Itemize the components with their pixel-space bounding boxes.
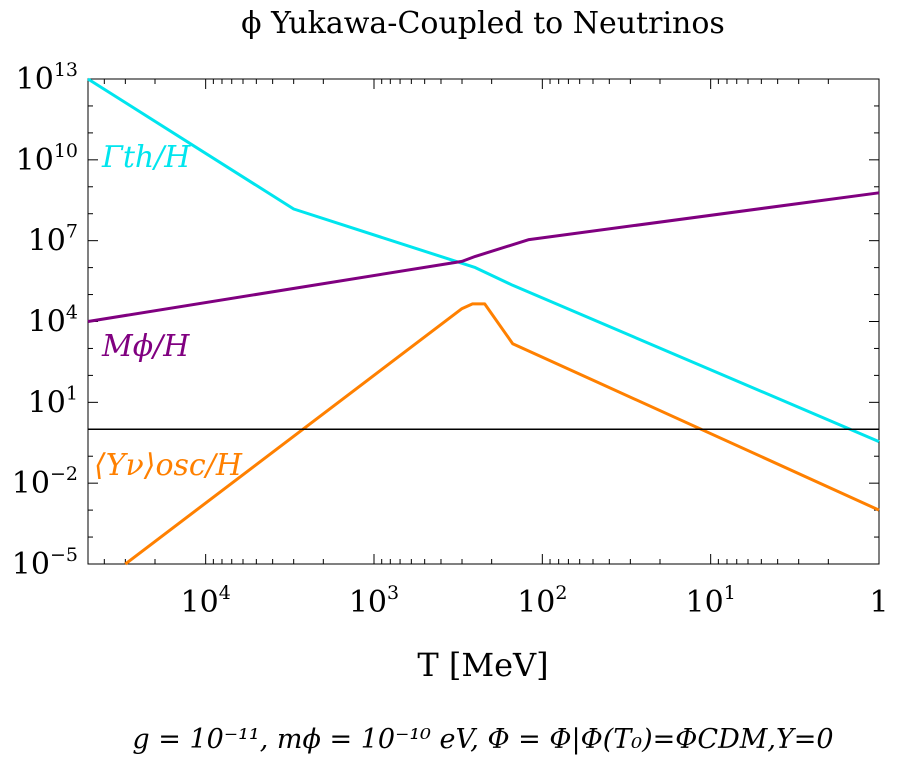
y-tick-label: 1010: [16, 140, 78, 178]
x-tick-label-exp: 3: [387, 582, 399, 604]
ticks: [87, 78, 880, 565]
y-tick-label-base: 10: [12, 547, 50, 582]
y-tick-label-base: 10: [12, 466, 50, 501]
y-tick-label-base: 10: [28, 385, 66, 420]
y-tick-label-base: 10: [16, 143, 54, 178]
y-tick-label: 107: [28, 221, 78, 259]
y-tick-label: 104: [28, 302, 78, 340]
parameter-caption: g = 10⁻¹¹, mϕ = 10⁻¹⁰ eV, Φ = Φ|Φ(T₀)=ΦC…: [132, 724, 833, 755]
x-axis-label: T [MeV]: [417, 646, 548, 684]
x-tick-label: 102: [517, 582, 567, 620]
y-tick-label-exp: −5: [50, 544, 78, 566]
x-tick-label-exp: 4: [219, 582, 231, 604]
x-tick-label-base: 10: [349, 585, 387, 620]
x-tick-label-exp: 1: [724, 582, 736, 604]
y-tick-label: 10−5: [12, 544, 78, 582]
label-upsilon: ⟨Υν⟩osc/H: [94, 448, 243, 483]
plot-frame: [87, 78, 880, 565]
y-tick-label-exp: 10: [54, 140, 78, 162]
x-tick-labels: 104 103 102 101 1: [181, 582, 889, 620]
y-tick-label-base: 10: [28, 305, 66, 340]
x-tick-label-base: 1: [869, 585, 888, 620]
x-tick-label-exp: 2: [555, 582, 567, 604]
y-tick-label-exp: −2: [50, 463, 78, 485]
x-tick-label: 1: [869, 585, 888, 620]
label-m-phi: Mϕ/H: [101, 329, 190, 364]
y-tick-label: 101: [28, 382, 78, 420]
x-tick-label-base: 10: [181, 585, 219, 620]
series-line-1: [87, 191, 880, 323]
y-tick-label-base: 10: [28, 224, 66, 259]
x-tick-label-base: 10: [517, 585, 555, 620]
series-lines: [87, 77, 880, 566]
x-tick-label-base: 10: [686, 585, 724, 620]
y-tick-label-exp: 1: [66, 382, 78, 404]
y-tick-label-exp: 13: [54, 59, 78, 81]
series-line-0: [87, 77, 880, 443]
series-line-2: [124, 302, 880, 566]
chart-title: ϕ Yukawa-Coupled to Neutrinos: [241, 6, 725, 41]
y-tick-label-exp: 4: [66, 302, 78, 324]
x-tick-label: 104: [181, 582, 231, 620]
y-tick-label: 10−2: [12, 463, 78, 501]
x-tick-label: 101: [686, 582, 736, 620]
y-tick-label: 1013: [16, 59, 78, 97]
y-tick-label-base: 10: [16, 62, 54, 97]
x-tick-label: 103: [349, 582, 399, 620]
label-gamma-th: Γth/H: [101, 140, 191, 175]
y-tick-label-exp: 7: [66, 221, 78, 243]
